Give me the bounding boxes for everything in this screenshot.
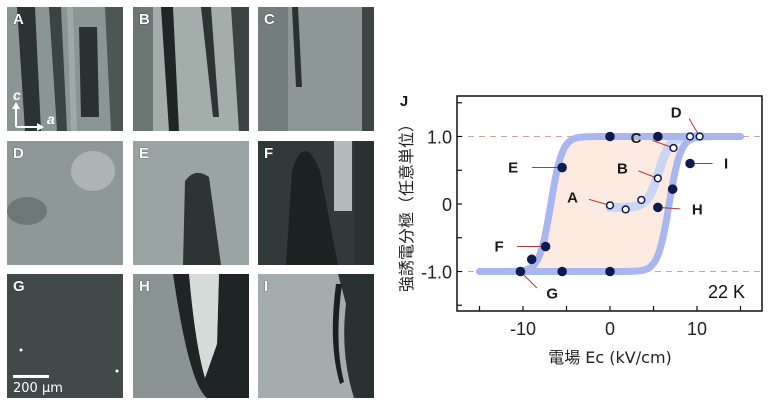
point-label-h: H (692, 201, 703, 218)
x-tick-label: 10 (687, 319, 707, 339)
data-point-open (653, 174, 663, 183)
temperature-annotation: 22 K (708, 282, 745, 302)
y-tick-label: -1.0 (421, 263, 452, 283)
scale-bar (13, 375, 49, 378)
panel-label: B (139, 11, 150, 28)
panel-label: C (264, 11, 275, 28)
a-axis-label: a (47, 111, 55, 127)
x-axis-label: 電場 Ec (kV/cm) (548, 348, 672, 367)
data-point-filled (667, 184, 678, 194)
microscopy-panel-f: F (258, 141, 374, 265)
microscopy-panel-g: G 200 μm (7, 274, 123, 398)
point-label-e: E (508, 160, 518, 177)
data-point-filled (653, 131, 663, 142)
hysteresis-chart: -10 0 10 -1.0 0 1.0 電場 Ec (kV/cm) 強誘電分極（任意単位） J 2… (397, 93, 763, 367)
panel-label: E (139, 145, 150, 162)
panel-label: H (139, 278, 150, 295)
y-tick-label: 1.0 (427, 128, 452, 148)
microscopy-panel-i: I (258, 274, 374, 398)
data-point-filled (605, 131, 615, 142)
point-label-i: I (724, 156, 728, 173)
panel-label: I (264, 278, 269, 295)
c-axis-label: c (13, 87, 21, 103)
data-point-open (621, 205, 630, 214)
point-label-b: B (617, 160, 628, 177)
crystal-axes-icon (12, 102, 44, 131)
y-tick-label: 0 (442, 195, 452, 215)
scale-bar-label: 200 μm (13, 381, 63, 396)
y-axis-label: 強誘電分極（任意単位） (397, 116, 416, 292)
data-point-open (605, 201, 615, 210)
panel-label: A (13, 11, 24, 28)
point-label-c: C (631, 130, 642, 147)
data-point-filled (685, 158, 695, 169)
data-point-open (685, 132, 695, 141)
data-point-filled (557, 162, 567, 173)
panel-label: D (13, 145, 24, 162)
point-label-g: G (546, 286, 558, 303)
x-tick-label: 0 (605, 319, 615, 339)
microscopy-panel-d: D (7, 141, 123, 265)
data-point-filled (605, 266, 615, 277)
data-point-filled (526, 254, 537, 265)
point-label-d: D (671, 105, 682, 122)
data-point-open (695, 132, 704, 141)
panel-label: F (264, 145, 274, 162)
data-point-filled (515, 266, 526, 277)
microscopy-panel-h: H (133, 274, 249, 398)
panel-label: G (13, 278, 25, 295)
data-point-filled (540, 241, 551, 252)
point-label-a: A (567, 189, 578, 206)
data-point-filled (653, 202, 663, 213)
data-point-filled (557, 266, 567, 277)
x-tick-label: -10 (510, 319, 536, 339)
data-point-open (637, 195, 646, 205)
data-point-open (669, 143, 678, 153)
point-label-f: F (494, 239, 503, 256)
microscopy-panel-e: E (133, 141, 249, 265)
microscopy-panel-b: B (133, 7, 249, 131)
panel-label-j: J (400, 93, 408, 110)
microscopy-panel-c: C (258, 7, 374, 131)
